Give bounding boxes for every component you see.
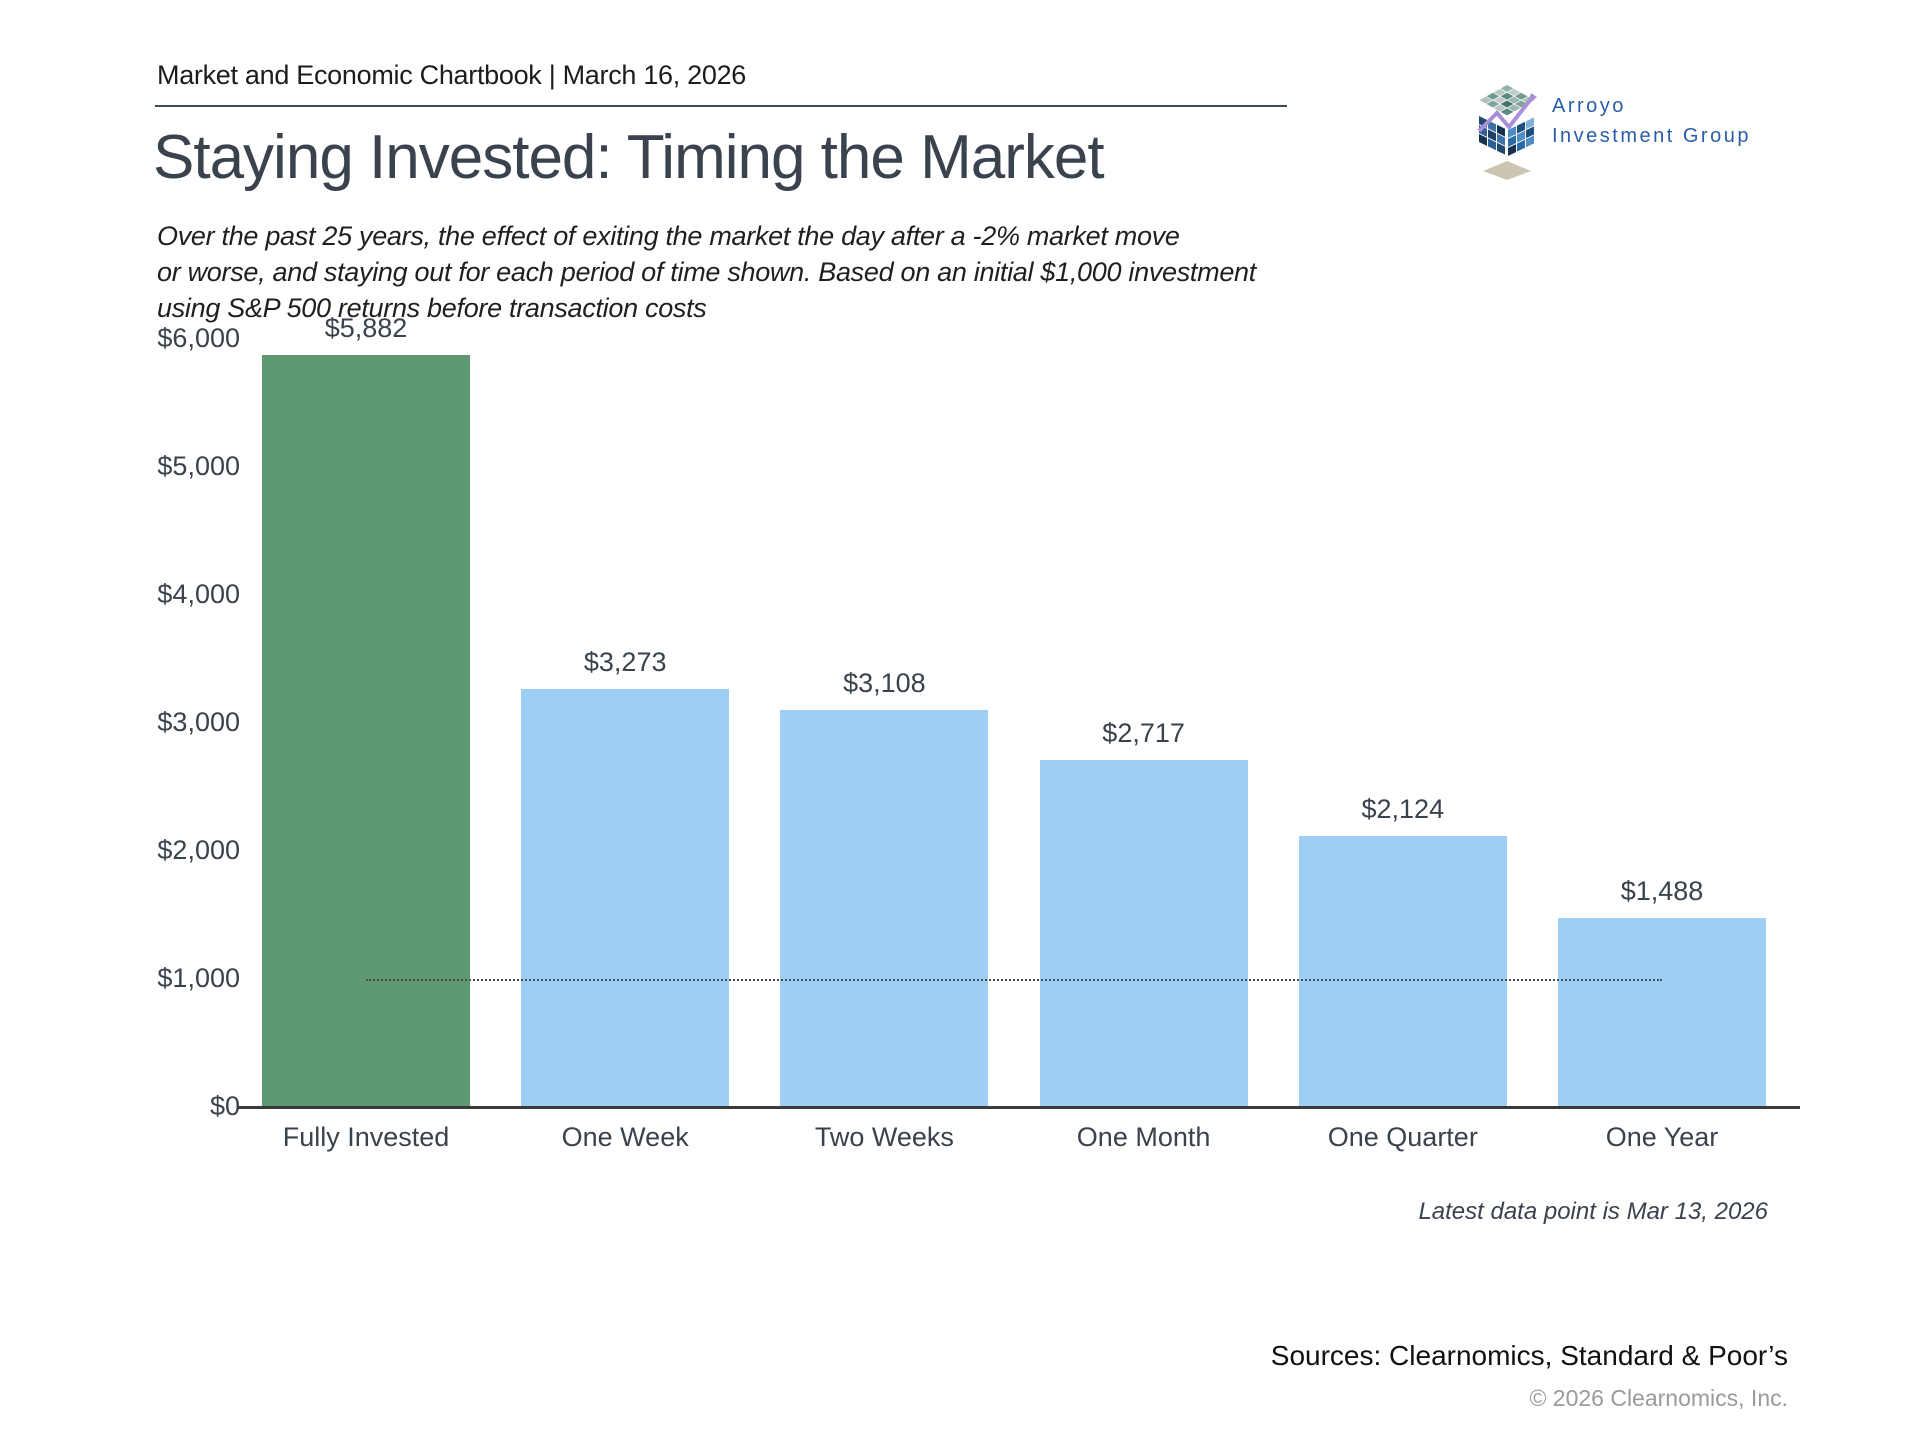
bar-one-week — [521, 689, 730, 1108]
bar-value-label: $1,488 — [1620, 875, 1704, 906]
x-axis-category-label: One Year — [1605, 1122, 1719, 1152]
logo-line2: Investment Group — [1552, 125, 1751, 147]
latest-data-note: Latest data point is Mar 13, 2026 — [1418, 1198, 1768, 1225]
chart-subtitle: Over the past 25 years, the effect of ex… — [157, 218, 1256, 326]
bar-two-weeks — [780, 710, 989, 1108]
x-axis-category-label: One Week — [561, 1122, 689, 1152]
bar-fully-invested — [262, 355, 470, 1108]
y-axis-tick-label: $6,000 — [157, 323, 240, 353]
bar-one-year — [1558, 917, 1766, 1108]
bar-one-month — [1039, 760, 1248, 1108]
x-axis-category-label: Two Weeks — [814, 1122, 954, 1152]
bar-value-label: $2,717 — [1102, 718, 1185, 749]
copyright-note: © 2026 Clearnomics, Inc. — [1529, 1385, 1788, 1411]
x-axis-category-label: One Quarter — [1327, 1122, 1478, 1152]
x-axis-line — [238, 1106, 1800, 1109]
diamond-base-icon — [1483, 161, 1531, 180]
trend-arrow-icon — [1477, 97, 1533, 133]
reference-line-1000 — [366, 979, 1662, 981]
chartbook-header: Market and Economic Chartbook | March 16… — [157, 60, 747, 90]
logo-wordmark: Arroyo Investment Group — [1552, 91, 1751, 151]
sources-note: Sources: Clearnomics, Standard & Poor’s — [1270, 1340, 1788, 1371]
bar-value-label: $3,273 — [583, 647, 667, 678]
x-axis-category-label: One Month — [1076, 1122, 1211, 1152]
y-axis-tick-label: $2,000 — [157, 835, 240, 865]
subtitle-line: or worse, and staying out for each perio… — [157, 257, 1256, 287]
bar-one-quarter — [1298, 836, 1507, 1108]
logo-line1: Arroyo — [1552, 95, 1626, 117]
bar-value-label: $2,124 — [1361, 794, 1445, 825]
subtitle-line: using S&P 500 returns before transaction… — [157, 293, 707, 323]
subtitle-line: Over the past 25 years, the effect of ex… — [157, 221, 1180, 251]
y-axis-tick-label: $0 — [209, 1091, 240, 1121]
x-axis-category-label: Fully Invested — [282, 1122, 450, 1152]
y-axis-tick-label: $1,000 — [157, 963, 240, 993]
y-axis-tick-label: $5,000 — [157, 451, 240, 481]
arroyo-logo: Arroyo Investment Group — [1475, 83, 1748, 188]
bar-value-label: $3,108 — [843, 668, 926, 699]
y-axis-tick-label: $4,000 — [157, 579, 240, 609]
y-axis-tick-label: $3,000 — [157, 707, 240, 737]
page-title: Staying Invested: Timing the Market — [153, 123, 1105, 192]
logo-cube-icon — [1477, 85, 1537, 180]
bar-value-label: $5,882 — [324, 313, 408, 344]
header-divider — [155, 105, 1287, 107]
